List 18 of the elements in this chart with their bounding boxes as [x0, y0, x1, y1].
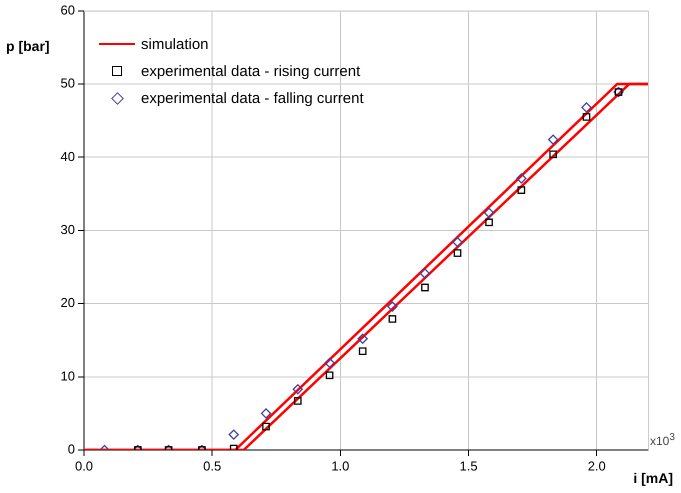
y-tick-label: 40: [60, 148, 75, 164]
x-tick-label: 0.5: [203, 458, 222, 474]
y-tick-label: 20: [60, 295, 75, 310]
y-tick-label: 60: [60, 2, 75, 18]
x-tick-label: 1.5: [460, 458, 478, 474]
y-tick-label: 10: [60, 368, 75, 384]
legend-label: experimental data - rising current: [141, 62, 360, 80]
legend-label: experimental data - falling current: [141, 90, 364, 107]
x-tick-label: 1.0: [331, 458, 350, 474]
legend-label: simulation: [141, 36, 209, 53]
x-axis-title: i [mA]: [633, 470, 673, 486]
y-tick-label: 0: [68, 442, 75, 457]
y-tick-label: 50: [60, 76, 75, 91]
text: x10$^{3}$: [650, 432, 675, 448]
y-axis-title: p [bar]: [6, 38, 50, 54]
x-tick-label: 2.0: [588, 458, 606, 474]
y-tick-label: 30: [60, 222, 75, 237]
x-tick-label: 0.0: [74, 458, 94, 474]
